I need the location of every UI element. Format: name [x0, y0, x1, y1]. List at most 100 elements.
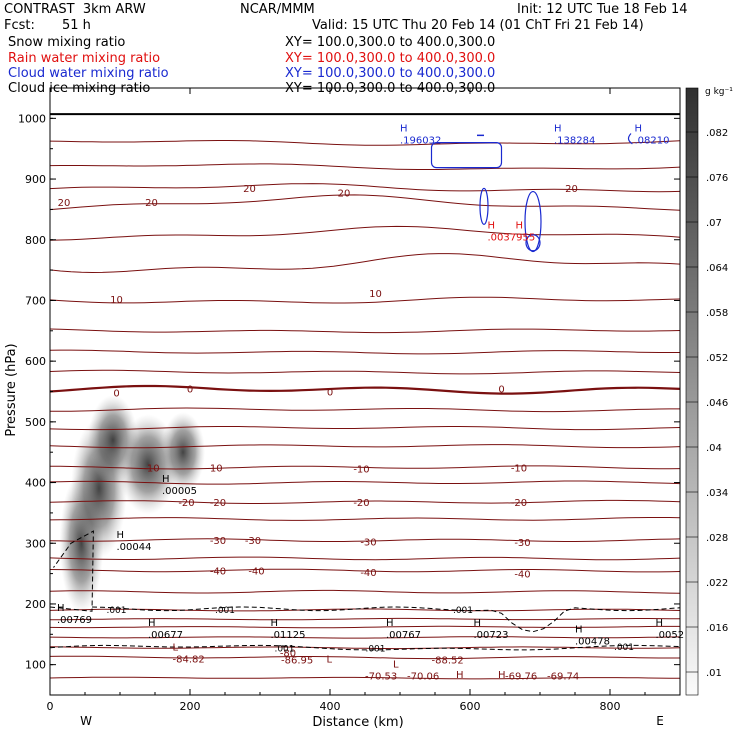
y-tick-label: 500: [25, 416, 46, 429]
temperature-label: 10: [110, 295, 123, 306]
temperature-contour-line: [50, 608, 680, 612]
extremum-mark: H: [488, 221, 496, 232]
temperature-contour-line: [50, 589, 680, 594]
model-title: CONTRAST 3km ARW: [4, 2, 146, 17]
legend-cloud-ice-name: Cloud ice mixing ratio: [8, 81, 151, 96]
temperature-contour-line: [50, 163, 680, 170]
y-tick-label: 800: [25, 234, 46, 247]
cloud-ice-label: .001: [614, 643, 634, 653]
snow-blob: [118, 414, 178, 515]
snow-blob: [88, 395, 138, 486]
temperature-contours: [50, 140, 680, 680]
colorbar-ramp: [685, 87, 699, 696]
plot-frame: [49, 87, 681, 696]
extremum-mark: H: [456, 670, 464, 681]
temperature-contour-line: [50, 568, 680, 573]
temperature-label: 20: [565, 184, 578, 195]
temperature-contour-line: [50, 517, 680, 521]
cloud-water-contour: [430, 142, 503, 169]
temperature-label: 10: [369, 289, 382, 300]
legend-rain-xy: XY= 100.0,300.0 to 400.0,300.0: [285, 51, 496, 66]
colorbar-label: .046: [706, 398, 728, 409]
temperature-contour-line: [50, 625, 680, 629]
hydrometeor-contours: [50, 113, 680, 253]
extremum-mark: H: [386, 618, 394, 629]
forecast-label: Fcst:: [4, 18, 35, 33]
y-tick-label: 200: [25, 598, 46, 611]
valid-time: Valid: 15 UTC Thu 20 Feb 14 (01 ChT Fri …: [312, 18, 644, 33]
temperature-label: 20: [338, 188, 351, 199]
extremum-mark: L: [173, 643, 179, 654]
forecast-hours: 51 h: [62, 18, 91, 33]
temperature-contour-line: [50, 225, 680, 241]
temperature-label: -40: [360, 568, 376, 579]
snow-blob: [71, 418, 127, 559]
extremum-mark: H: [271, 618, 279, 629]
temperature-contour-line: [50, 253, 680, 274]
colorbar-label: .052: [706, 353, 728, 364]
west-label: W: [80, 714, 92, 728]
cloud-water-contour: [525, 234, 541, 252]
cloud-ice-contour: [50, 644, 680, 651]
temperature-contour-line: [50, 407, 680, 413]
extremum-value: -88.52: [432, 656, 464, 667]
extremum-value: -69.76: [505, 672, 537, 683]
temperature-label: -30: [245, 536, 261, 547]
temperature-label: 20: [145, 198, 158, 209]
extremum-value: .0052: [656, 630, 685, 641]
temperature-label: 0: [113, 389, 119, 400]
temperature-contour-line: [50, 465, 680, 470]
organization-label: NCAR/MMM: [240, 2, 315, 17]
extremum-mark: H: [575, 624, 583, 635]
temperature-contour-line: [50, 444, 680, 449]
extremum-mark: L: [393, 660, 399, 671]
temperature-label: -30: [514, 538, 530, 549]
cloud-ice-label: .001: [215, 606, 235, 616]
y-tick-label: 900: [25, 173, 46, 186]
extremum-value: .196032: [400, 136, 441, 147]
colorbar-label: .07: [706, 218, 722, 229]
cloud-water-contour: [479, 187, 489, 225]
snow-shading: [59, 395, 205, 614]
x-axis-label: Distance (km): [312, 715, 403, 730]
snow-blob: [59, 473, 104, 614]
extremum-mark: H: [57, 603, 65, 614]
extremum-mark: H: [635, 124, 643, 135]
extremum-value: .0037955: [488, 233, 536, 244]
colorbar: g kg⁻¹ .082 .076 .07 .064 .058 .052 .046 .04 .03…: [685, 87, 733, 696]
colorbar-label: .082: [706, 128, 728, 139]
extremum-mark: L: [327, 655, 333, 666]
extremum-mark: H: [656, 618, 664, 629]
init-time: Init: 12 UTC Tue 18 Feb 14: [517, 2, 688, 17]
temperature-label: -10: [353, 465, 369, 476]
colorbar-label: .022: [706, 578, 728, 589]
temperature-label: -80: [280, 649, 296, 660]
colorbar-label: .01: [706, 668, 722, 679]
extremum-value: .00769: [57, 615, 92, 626]
temperature-label: -30: [360, 537, 376, 548]
extremum-mark: H: [498, 670, 506, 681]
temperature-contour-line: [50, 194, 680, 211]
colorbar-label: .016: [706, 623, 728, 634]
temperature-contour-line: [50, 556, 680, 561]
y-tick-label: 400: [25, 477, 46, 490]
legend-cloud-water-name: Cloud water mixing ratio: [8, 66, 169, 81]
extremum-mark: H: [117, 530, 125, 541]
temperature-label: 20: [58, 198, 71, 209]
y-tick-label: 100: [25, 659, 46, 672]
temperature-contour-line: [50, 538, 680, 542]
extremum-mark: H: [474, 618, 482, 629]
colorbar-label: .076: [706, 173, 728, 184]
cloud-ice-contour: [50, 530, 94, 612]
extremum-value: .00723: [474, 630, 509, 641]
extremum-value: -84.82: [173, 655, 205, 666]
temperature-label: -10: [511, 463, 527, 474]
y-tick-label: 600: [25, 355, 46, 368]
temperature-label: -20: [511, 498, 527, 509]
cloud-water-contour: [627, 133, 633, 145]
colorbar-label: .034: [706, 488, 728, 499]
extremum-value: .01125: [271, 630, 306, 641]
temperature-label: -30: [210, 536, 226, 547]
temperature-label: -20: [210, 498, 226, 509]
